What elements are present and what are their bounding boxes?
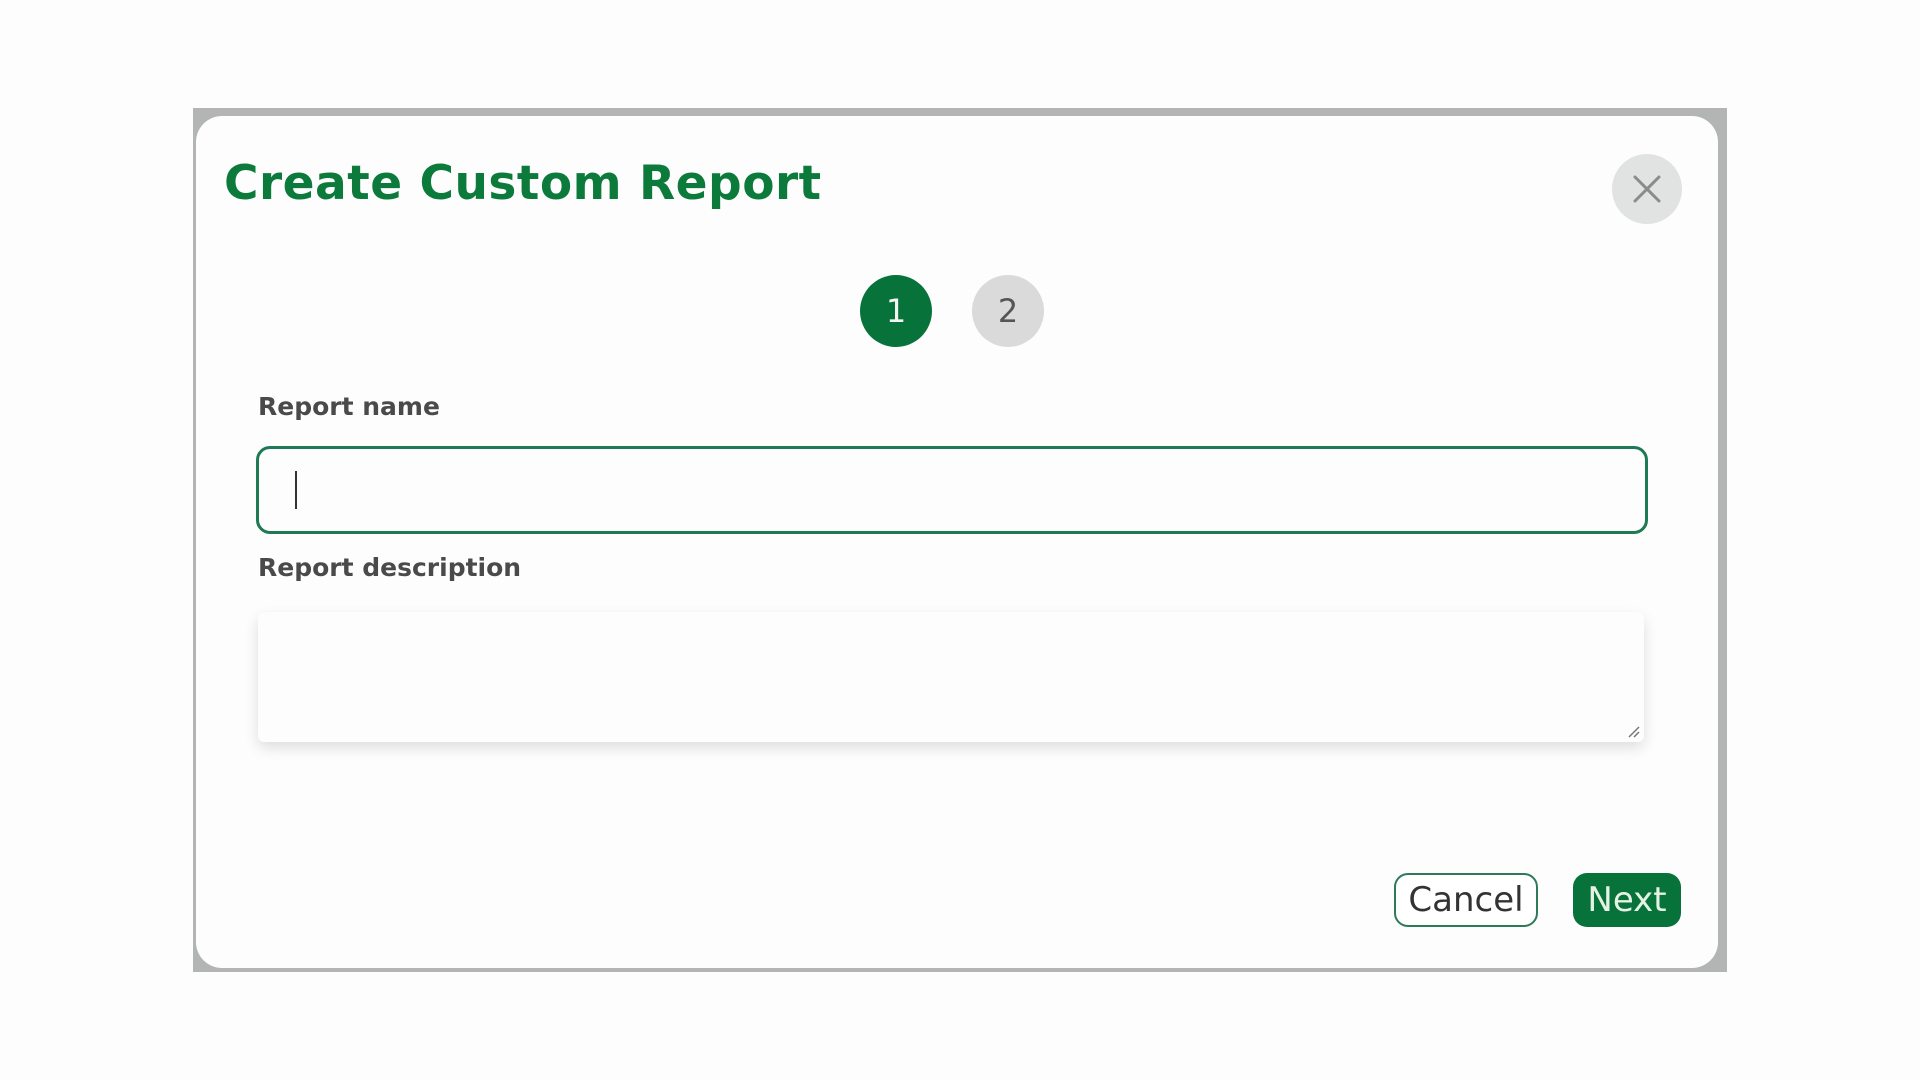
report-name-input[interactable] [256,446,1648,534]
resize-handle-icon[interactable] [1626,724,1640,738]
stepper: 1 2 [860,275,1044,347]
create-report-dialog: Create Custom Report 1 2 Report name Rep… [196,116,1718,968]
report-description-textarea[interactable] [258,612,1644,742]
cancel-button[interactable]: Cancel [1394,873,1538,927]
step-2[interactable]: 2 [972,275,1044,347]
text-caret [295,471,297,509]
close-icon [1633,175,1661,203]
step-1[interactable]: 1 [860,275,932,347]
dialog-title: Create Custom Report [224,156,822,211]
next-button[interactable]: Next [1573,873,1681,927]
report-name-label: Report name [258,392,440,421]
close-button[interactable] [1612,154,1682,224]
report-description-label: Report description [258,553,522,582]
